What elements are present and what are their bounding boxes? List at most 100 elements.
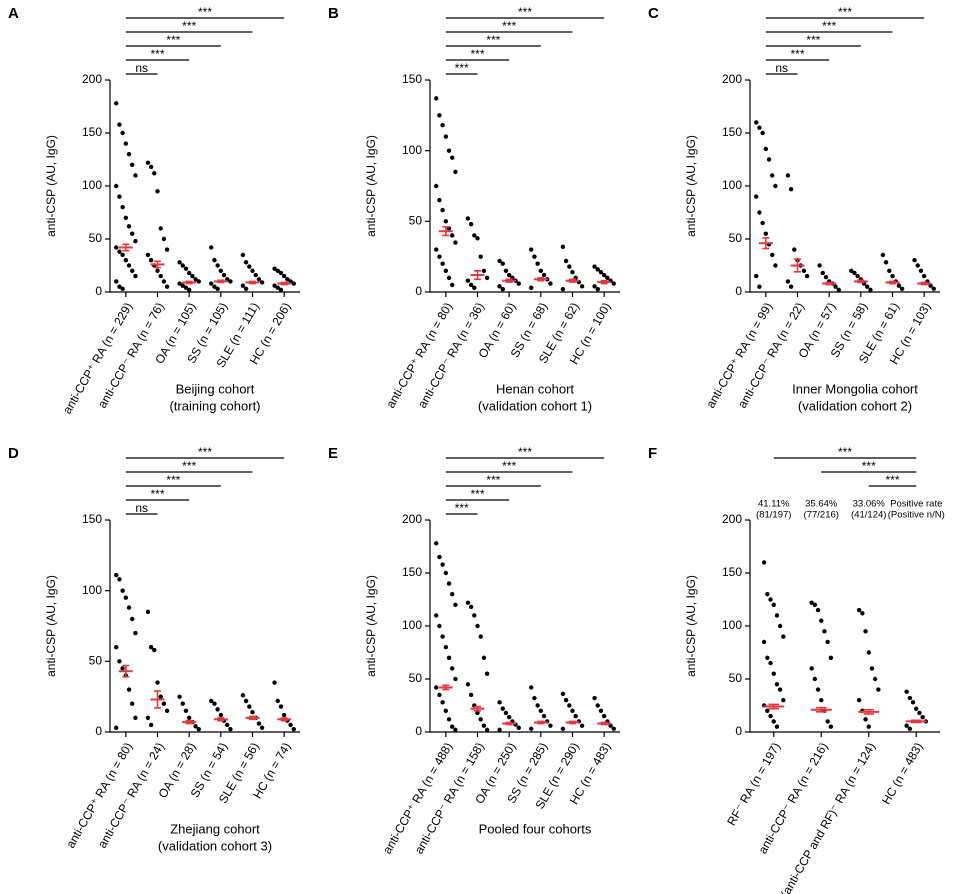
data-point (453, 169, 458, 175)
sem-error-bar (920, 281, 928, 286)
data-point (215, 707, 220, 712)
data-point (579, 723, 585, 728)
data-point (259, 280, 265, 285)
data-point (278, 287, 284, 293)
data-point (130, 231, 135, 236)
data-point (446, 148, 452, 153)
data-point (592, 264, 597, 269)
data-point (763, 231, 769, 236)
data-point (754, 273, 759, 279)
sem-error-bar (185, 719, 193, 725)
data-point (912, 258, 917, 263)
data-point (563, 698, 569, 703)
data-point (792, 247, 797, 252)
data-point (130, 268, 135, 273)
significance-label: ns (135, 501, 148, 515)
data-point (446, 655, 452, 660)
data-point (761, 639, 767, 645)
significance-label: *** (198, 445, 212, 459)
data-point (259, 725, 265, 730)
data-point (126, 687, 132, 692)
data-point (516, 281, 521, 286)
data-point (849, 268, 854, 273)
caption: (training cohort) (169, 398, 260, 413)
data-point (815, 607, 821, 613)
significance-label: *** (455, 61, 469, 75)
data-point (247, 704, 252, 709)
data-point (437, 554, 442, 560)
y-tick-label: 50 (89, 654, 103, 668)
data-point (904, 689, 909, 694)
data-point (278, 704, 284, 709)
data-point (117, 249, 122, 254)
caption: Zhejiang cohort (170, 821, 260, 836)
y-tick-label: 0 (95, 724, 102, 738)
data-point (788, 284, 794, 289)
data-point (275, 285, 280, 290)
data-point (177, 260, 182, 265)
data-point (218, 712, 224, 718)
data-point (225, 277, 230, 282)
data-point (928, 283, 933, 288)
data-point (538, 708, 544, 713)
data-point (275, 698, 280, 704)
data-point (765, 708, 770, 713)
data-point (500, 286, 505, 292)
data-point (240, 693, 246, 698)
data-point (774, 682, 780, 687)
data-point (863, 717, 868, 722)
data-point (529, 685, 534, 690)
y-tick-label: 100 (82, 583, 102, 597)
data-point (177, 694, 182, 699)
data-point (114, 245, 119, 250)
sem-error-bar (600, 279, 608, 285)
data-point (472, 613, 477, 618)
data-point (183, 708, 189, 713)
significance-label: *** (806, 33, 820, 47)
panel-label: B (328, 5, 339, 22)
data-point (228, 279, 233, 284)
data-point (209, 281, 214, 286)
data-point (819, 698, 824, 703)
data-point (183, 285, 189, 290)
data-point (120, 130, 125, 136)
data-point (770, 252, 775, 258)
data-point (920, 714, 925, 720)
data-point (601, 272, 607, 278)
data-point (243, 260, 249, 265)
data-point (443, 219, 449, 224)
data-point (130, 701, 135, 706)
sem-error-bar (889, 280, 896, 285)
data-point (123, 595, 129, 600)
data-point (196, 279, 201, 284)
data-point (145, 160, 151, 165)
significance-label: *** (838, 445, 852, 459)
data-point (904, 723, 909, 728)
data-point (123, 141, 129, 146)
data-point (291, 281, 296, 286)
data-point (212, 284, 217, 289)
data-point (481, 723, 487, 728)
data-point (218, 268, 224, 273)
significance-label: *** (790, 47, 804, 61)
data-point (868, 287, 873, 293)
data-point (434, 247, 439, 252)
sem-error-bar (154, 690, 161, 709)
data-point (860, 611, 865, 616)
data-point (500, 261, 505, 266)
data-point (781, 634, 786, 639)
caption: (validation cohort 1) (478, 398, 592, 413)
data-point (770, 173, 775, 178)
data-point (788, 186, 794, 192)
x-tick-label: (anti-CCP and RF)⁻ RA (n = 124) (778, 740, 878, 894)
data-point (158, 694, 163, 699)
data-point (240, 283, 246, 288)
data-point (288, 722, 293, 728)
significance-label: *** (486, 33, 500, 47)
data-point (120, 588, 125, 593)
data-point (275, 268, 280, 273)
data-point (880, 252, 886, 258)
data-point (595, 703, 600, 708)
data-point (907, 726, 913, 732)
y-tick-label: 0 (415, 284, 422, 298)
